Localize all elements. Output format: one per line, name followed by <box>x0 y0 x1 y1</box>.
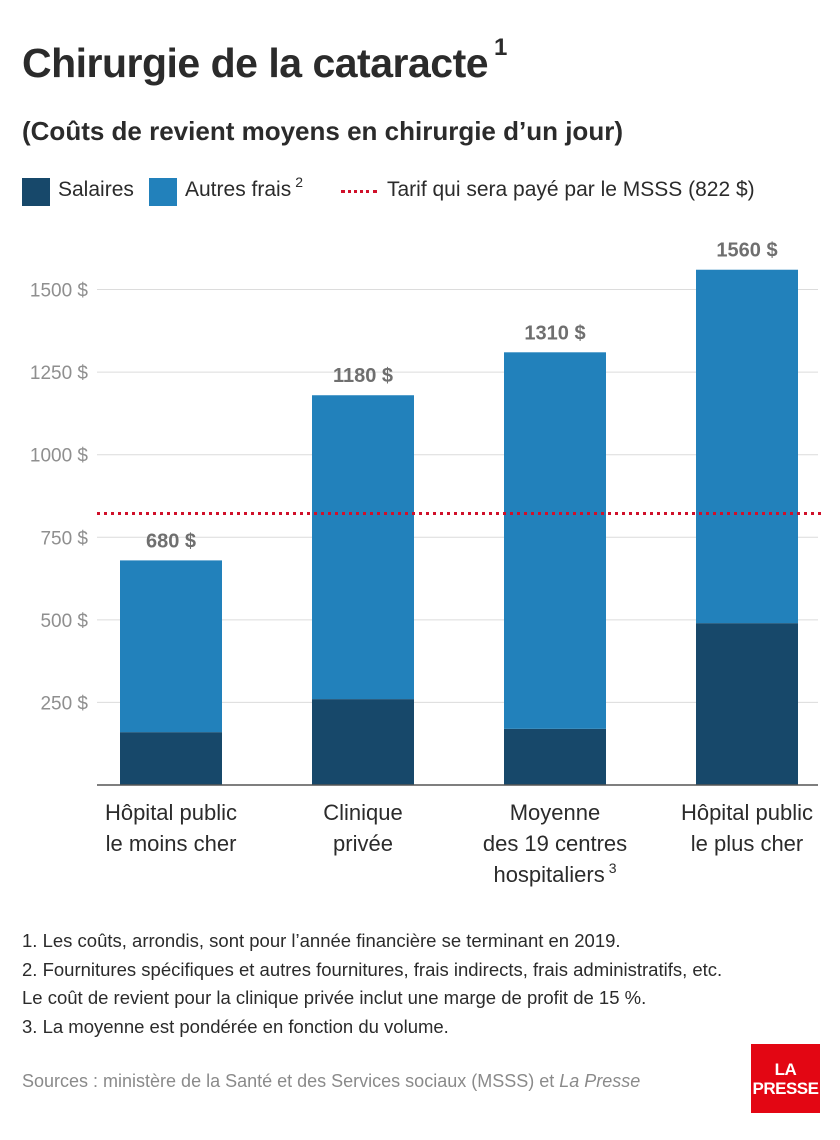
legend-label-autres-frais: Autres frais 2 <box>185 174 303 202</box>
chart-subtitle: (Coûts de revient moyens en chirurgie d’… <box>22 116 623 146</box>
y-tick-label: 1500 $ <box>30 281 89 302</box>
x-category-label: hospitaliers 3 <box>493 860 616 887</box>
y-tick-label: 1000 $ <box>30 446 89 467</box>
footnote-3: 3. La moyenne est pondérée en fonction d… <box>22 1015 449 1037</box>
bar-autres-frais <box>504 352 606 729</box>
legend-label-autres-frais-text: Autres frais <box>185 178 292 201</box>
x-category-label: privée <box>333 831 393 856</box>
legend-footnote-marker: 2 <box>295 174 303 190</box>
legend-label-tarif: Tarif qui sera payé par le MSSS (822 $) <box>387 178 755 201</box>
title-footnote-marker: 1 <box>494 34 507 61</box>
y-tick-label: 1250 $ <box>30 363 89 384</box>
logo-line-2: PRESSE <box>752 1078 819 1098</box>
x-category-label: le plus cher <box>691 831 804 856</box>
legend-swatch-salaires <box>22 178 50 206</box>
legend-swatch-autres-frais <box>149 178 177 206</box>
source-text: Sources : ministère de la Santé et des S… <box>22 1071 555 1091</box>
legend-swatch-tarif <box>341 190 377 193</box>
x-category-label: Moyenne <box>510 800 601 825</box>
bar-chart: 250 $ 500 $ 750 $ 1000 $ 1250 $ 1500 $ 680 $ Hô… <box>30 240 822 887</box>
footnote-1: 1. Les coûts, arrondis, sont pour l’anné… <box>22 930 621 951</box>
bar-total-label: 680 $ <box>146 530 196 552</box>
category-footnote-marker: 3 <box>609 860 617 876</box>
source-italic: La Presse <box>559 1071 641 1091</box>
chart-title-text: Chirurgie de la cataracte <box>22 40 489 86</box>
footnotes: 1. Les coûts, arrondis, sont pour l’anné… <box>22 927 722 1041</box>
y-tick-label: 500 $ <box>40 611 88 632</box>
bar-total-label: 1310 $ <box>524 322 585 344</box>
source-line: Sources : ministère de la Santé et des S… <box>22 1071 640 1092</box>
bar-total-label: 1560 $ <box>716 240 777 262</box>
x-category-label: Hôpital public <box>681 800 813 825</box>
bar-autres-frais <box>696 269 798 624</box>
bar-salaires <box>696 623 798 785</box>
chart-title: Chirurgie de la cataracte 1 <box>22 34 507 87</box>
la-presse-logo: LA PRESSE <box>751 1044 820 1113</box>
y-tick-label: 250 $ <box>40 693 88 714</box>
y-tick-label: 750 $ <box>40 528 88 549</box>
footnote-2-continued: Le coût de revient pour la clinique priv… <box>22 987 647 1008</box>
logo-line-1: LA <box>774 1059 797 1079</box>
bar-salaires <box>504 728 606 785</box>
bar-total-label: 1180 $ <box>333 365 393 387</box>
legend-label-salaires: Salaires <box>58 178 134 201</box>
x-category-label: des 19 centres <box>483 831 627 856</box>
bar-autres-frais <box>120 560 222 733</box>
bar-salaires <box>312 699 414 785</box>
x-category-label: Hôpital public <box>105 800 237 825</box>
bar-salaires <box>120 732 222 785</box>
x-category-label: Clinique <box>323 800 403 825</box>
footnote-2: 2. Fournitures spécifiques et autres fou… <box>22 958 723 980</box>
bar-autres-frais <box>312 395 414 700</box>
x-category-label: le moins cher <box>106 831 237 856</box>
